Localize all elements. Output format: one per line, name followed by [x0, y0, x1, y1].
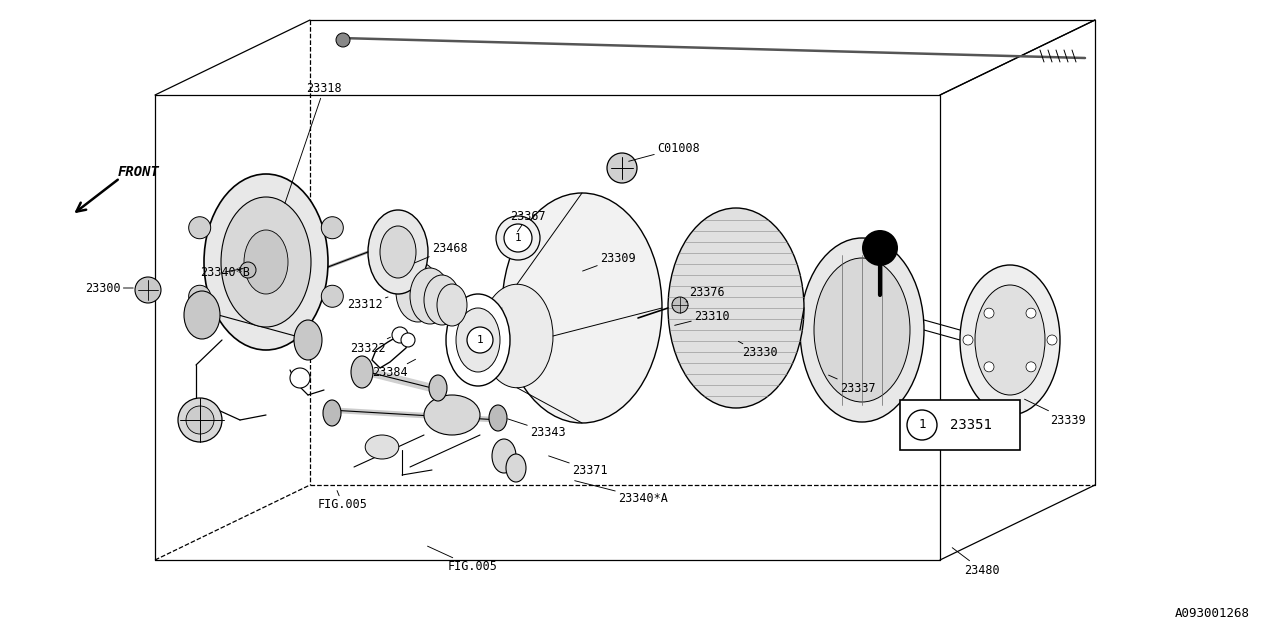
Ellipse shape: [204, 174, 328, 350]
Circle shape: [497, 216, 540, 260]
Ellipse shape: [456, 308, 500, 372]
Ellipse shape: [481, 284, 553, 388]
Circle shape: [291, 368, 310, 388]
Ellipse shape: [960, 265, 1060, 415]
Ellipse shape: [380, 226, 416, 278]
Circle shape: [984, 308, 995, 318]
Text: 1: 1: [476, 335, 484, 345]
Circle shape: [188, 217, 211, 239]
Ellipse shape: [975, 285, 1044, 395]
Circle shape: [321, 285, 343, 307]
Text: 23340*A: 23340*A: [575, 481, 668, 504]
Ellipse shape: [351, 356, 372, 388]
Ellipse shape: [365, 435, 399, 459]
Text: FIG.005: FIG.005: [428, 546, 498, 573]
Circle shape: [467, 327, 493, 353]
Ellipse shape: [424, 395, 480, 435]
Text: 23480: 23480: [952, 548, 1000, 577]
Circle shape: [186, 406, 214, 434]
Circle shape: [401, 333, 415, 347]
Ellipse shape: [429, 375, 447, 401]
Text: 23322: 23322: [349, 337, 390, 355]
Text: A093001268: A093001268: [1175, 607, 1251, 620]
Ellipse shape: [221, 197, 311, 327]
Text: 23384: 23384: [372, 359, 416, 380]
Ellipse shape: [502, 193, 662, 423]
Text: 23300: 23300: [84, 282, 133, 294]
Circle shape: [134, 277, 161, 303]
Text: FRONT: FRONT: [118, 165, 160, 179]
Text: 1: 1: [918, 419, 925, 431]
Ellipse shape: [396, 262, 440, 322]
Ellipse shape: [489, 405, 507, 431]
Text: 23337: 23337: [828, 375, 876, 394]
Text: 23371: 23371: [549, 456, 608, 477]
Text: 1: 1: [515, 233, 521, 243]
Text: 23376: 23376: [686, 285, 724, 302]
Circle shape: [963, 335, 973, 345]
Circle shape: [321, 217, 343, 239]
Text: 23309: 23309: [582, 252, 636, 271]
Circle shape: [335, 33, 349, 47]
Text: 23343: 23343: [508, 419, 566, 438]
Circle shape: [607, 153, 637, 183]
Circle shape: [504, 224, 532, 252]
Circle shape: [241, 262, 256, 278]
Ellipse shape: [436, 284, 467, 326]
Ellipse shape: [492, 439, 516, 473]
Text: FIG.005: FIG.005: [317, 491, 367, 511]
Text: C01008: C01008: [628, 141, 700, 161]
Circle shape: [178, 398, 221, 442]
Text: 23468: 23468: [415, 241, 467, 263]
Text: 23318: 23318: [285, 83, 342, 204]
Circle shape: [984, 362, 995, 372]
Circle shape: [1047, 335, 1057, 345]
Ellipse shape: [410, 268, 451, 324]
Ellipse shape: [814, 258, 910, 402]
Ellipse shape: [424, 275, 460, 325]
Ellipse shape: [800, 238, 924, 422]
Text: 23351: 23351: [950, 418, 992, 432]
Circle shape: [1027, 362, 1036, 372]
FancyBboxPatch shape: [900, 400, 1020, 450]
Text: 23367: 23367: [509, 209, 545, 232]
Ellipse shape: [294, 320, 323, 360]
Circle shape: [908, 410, 937, 440]
Text: 23339: 23339: [1024, 399, 1085, 426]
Ellipse shape: [184, 291, 220, 339]
Ellipse shape: [668, 208, 804, 408]
Circle shape: [188, 285, 211, 307]
Text: 23310: 23310: [675, 310, 730, 325]
Ellipse shape: [506, 454, 526, 482]
Text: 23312: 23312: [347, 297, 388, 312]
Circle shape: [861, 230, 899, 266]
Circle shape: [1027, 308, 1036, 318]
Circle shape: [672, 297, 689, 313]
Ellipse shape: [244, 230, 288, 294]
Ellipse shape: [323, 400, 340, 426]
Ellipse shape: [369, 210, 428, 294]
Text: 23340*B: 23340*B: [200, 266, 250, 278]
Circle shape: [392, 327, 408, 343]
Text: 23330: 23330: [739, 341, 778, 360]
Ellipse shape: [445, 294, 509, 386]
